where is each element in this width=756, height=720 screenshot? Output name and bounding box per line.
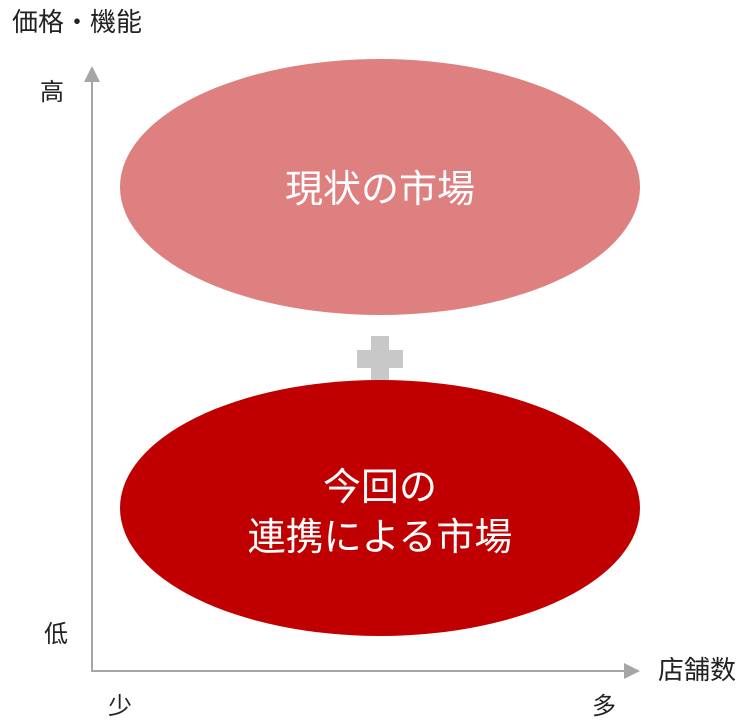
- collaboration-market-label: 今回の 連携による市場: [120, 462, 640, 562]
- current-market-ellipse: [120, 59, 640, 315]
- y-axis-low-label: 低: [44, 620, 68, 648]
- collaboration-market-ellipse: [120, 380, 640, 636]
- x-axis-title: 店舗数: [658, 656, 737, 686]
- y-axis-arrow-icon: [84, 66, 100, 82]
- current-market-label: 現状の市場: [284, 167, 475, 211]
- x-axis-few-label: 少: [108, 692, 132, 720]
- collaboration-market-label-line1: 今回の: [322, 465, 437, 509]
- collaboration-market-label-line2: 連携による市場: [247, 515, 513, 560]
- x-axis-arrow-icon: [624, 663, 640, 679]
- x-axis-many-label: 多: [592, 692, 616, 720]
- plus-icon: [357, 336, 403, 382]
- y-axis-high-label: 高: [40, 78, 64, 106]
- y-axis-title: 価格・機能: [12, 8, 143, 38]
